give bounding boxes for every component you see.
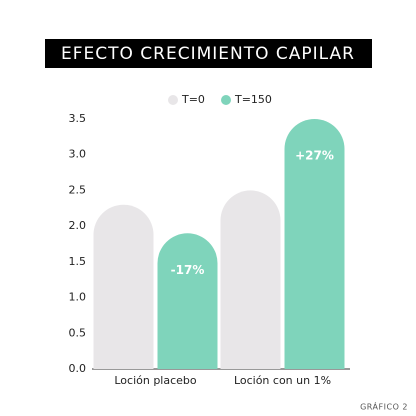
y-tick-label: 1.0 — [69, 291, 87, 304]
bar — [284, 119, 345, 369]
x-tick-label: Loción con un 1% — [234, 374, 331, 387]
footer: GRÁFICO 2 — [360, 401, 408, 412]
legend-swatch — [221, 95, 231, 105]
y-tick-label: 2.5 — [69, 183, 87, 196]
bar — [157, 233, 218, 369]
bar — [220, 190, 281, 369]
legend-label: T=150 — [234, 93, 272, 106]
bar-annotation: -17% — [171, 263, 205, 277]
bar-annotation: +27% — [295, 149, 334, 163]
y-tick-label: 1.5 — [69, 255, 87, 268]
bar — [93, 204, 154, 369]
chart-title: EFECTO CRECIMIENTO CAPILAR — [61, 44, 355, 64]
y-tick-label: 3.5 — [69, 112, 87, 125]
title-box — [45, 39, 372, 68]
legend-swatch — [168, 95, 178, 105]
legend-label: T=0 — [181, 93, 205, 106]
y-tick-label: 0.5 — [69, 326, 87, 339]
y-tick-label: 3.0 — [69, 148, 87, 161]
y-tick-label: 0.0 — [69, 362, 87, 375]
y-tick-label: 2.0 — [69, 219, 87, 232]
x-tick-label: Loción placebo — [114, 374, 197, 387]
